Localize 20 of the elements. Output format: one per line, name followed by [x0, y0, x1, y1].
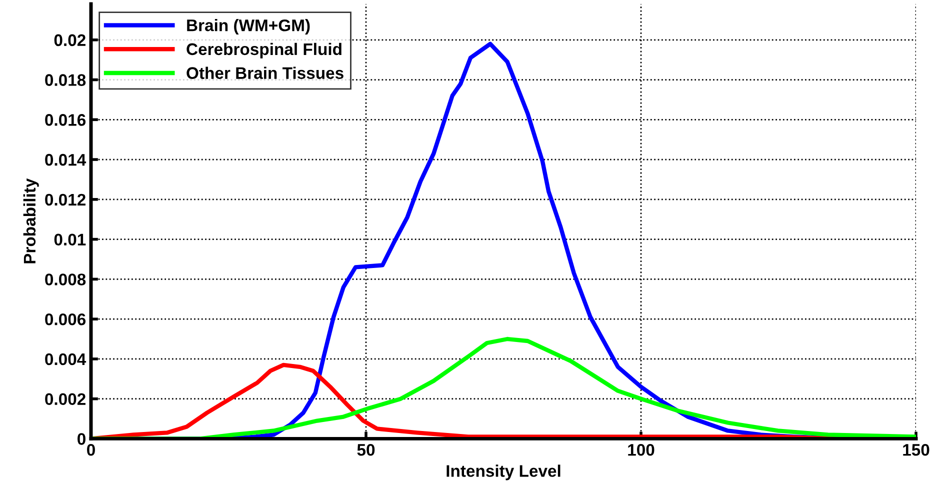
y-tick-label: 0.008	[45, 274, 86, 286]
y-tick-label: 0.01	[54, 234, 86, 246]
y-axis-title: Probability	[23, 178, 39, 264]
x-tick-label: 50	[357, 444, 375, 456]
legend-label: Other Brain Tissues	[186, 66, 344, 79]
y-tick-label: 0.012	[45, 194, 86, 206]
y-tick-label: 0	[78, 433, 86, 445]
y-tick-label: 0.018	[45, 74, 86, 86]
x-tick-label: 150	[903, 444, 930, 456]
y-tick-label: 0.02	[54, 34, 86, 46]
y-tick-label: 0.006	[45, 313, 86, 326]
x-axis-title: Intensity Level	[446, 464, 560, 480]
y-tick-label: 0.014	[45, 154, 86, 166]
legend-label: Brain (WM+GM)	[187, 19, 310, 35]
y-tick-label: 0.002	[45, 393, 86, 406]
x-tick-label: 100	[628, 444, 654, 456]
y-tick-label: 0.004	[45, 353, 86, 366]
y-tick-label: 0.016	[45, 114, 86, 126]
x-tick-label: 0	[87, 444, 95, 456]
legend-label: Cerebrospinal Fluid	[186, 42, 342, 58]
